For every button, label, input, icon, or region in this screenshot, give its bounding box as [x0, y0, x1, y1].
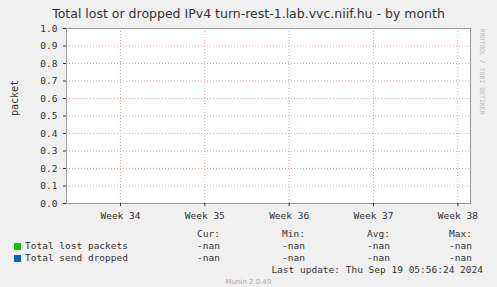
svg-text:1.0: 1.0 [40, 23, 57, 34]
svg-text:0.2: 0.2 [40, 163, 57, 174]
html-text:-nan: -nan [282, 252, 305, 263]
html-text:-nan: -nan [197, 240, 220, 251]
html-text:Last update: Thu Sep 19 05:56:: Last update: Thu Sep 19 05:56:24 2024 [271, 264, 483, 275]
svg-text:Week 38: Week 38 [438, 210, 478, 221]
html-text:-nan: -nan [367, 240, 390, 251]
html-text:Avg:: Avg: [367, 228, 390, 239]
svg-text:RRDTOOL / TOBI OETIKER: RRDTOOL / TOBI OETIKER [478, 29, 486, 115]
html-text:Total send dropped: Total send dropped [25, 252, 128, 263]
svg-text:Week 37: Week 37 [353, 210, 393, 221]
html-text:-nan: -nan [197, 252, 220, 263]
html-text:Max:: Max: [449, 228, 472, 239]
html-text:Total lost or dropped IPv4 tur: Total lost or dropped IPv4 turn-rest-1.l… [52, 6, 445, 21]
html-text:Min:: Min: [282, 228, 305, 239]
svg-text:Week 35: Week 35 [185, 210, 225, 221]
html-text:Cur:: Cur: [197, 228, 220, 239]
html-text:-nan: -nan [367, 252, 390, 263]
svg-text:0.8: 0.8 [40, 58, 57, 69]
svg-text:0.9: 0.9 [40, 40, 57, 51]
svg-text:Week 34: Week 34 [100, 210, 140, 221]
svg-text:0.1: 0.1 [40, 180, 57, 191]
html-text:-nan: -nan [449, 240, 472, 251]
svg-text:0.6: 0.6 [40, 93, 57, 104]
html-text:-nan: -nan [449, 252, 472, 263]
html-text:-nan: -nan [282, 240, 305, 251]
svg-text:0.0: 0.0 [40, 198, 57, 209]
html-text:Munin 2.0.49: Munin 2.0.49 [225, 278, 272, 286]
html-text:Total lost packets: Total lost packets [25, 240, 128, 251]
svg-text:0.3: 0.3 [40, 145, 57, 156]
svg-text:packet: packet [9, 80, 20, 116]
svg-text:0.5: 0.5 [40, 110, 57, 121]
svg-text:Week 36: Week 36 [269, 210, 309, 221]
svg-text:0.4: 0.4 [40, 128, 57, 139]
svg-text:0.7: 0.7 [40, 75, 57, 86]
